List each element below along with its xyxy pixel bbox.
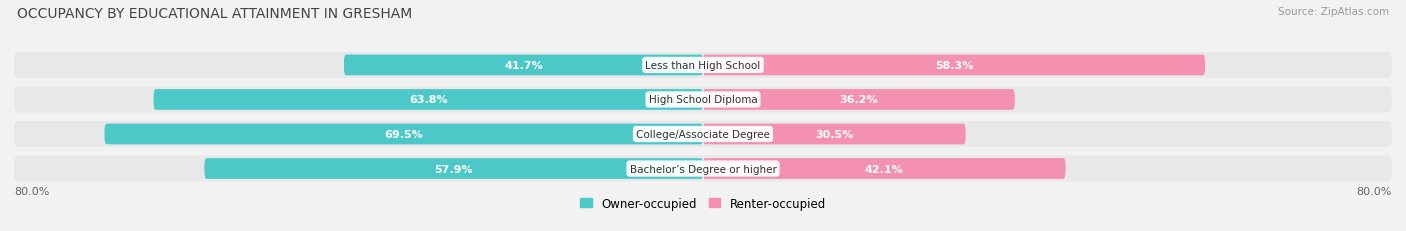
Text: 41.7%: 41.7% [505,61,543,71]
Text: High School Diploma: High School Diploma [648,95,758,105]
Text: College/Associate Degree: College/Associate Degree [636,129,770,139]
FancyBboxPatch shape [344,55,703,76]
FancyBboxPatch shape [14,87,1392,113]
FancyBboxPatch shape [104,124,703,145]
Text: Source: ZipAtlas.com: Source: ZipAtlas.com [1278,7,1389,17]
Text: 42.1%: 42.1% [865,164,904,174]
Text: 69.5%: 69.5% [384,129,423,139]
FancyBboxPatch shape [703,90,1015,110]
Text: OCCUPANCY BY EDUCATIONAL ATTAINMENT IN GRESHAM: OCCUPANCY BY EDUCATIONAL ATTAINMENT IN G… [17,7,412,21]
Text: Bachelor’s Degree or higher: Bachelor’s Degree or higher [630,164,776,174]
FancyBboxPatch shape [204,158,703,179]
FancyBboxPatch shape [703,124,966,145]
Text: 63.8%: 63.8% [409,95,447,105]
Text: 58.3%: 58.3% [935,61,973,71]
Text: 57.9%: 57.9% [434,164,472,174]
Legend: Owner-occupied, Renter-occupied: Owner-occupied, Renter-occupied [579,197,827,210]
FancyBboxPatch shape [14,122,1392,147]
FancyBboxPatch shape [703,158,1066,179]
Text: 30.5%: 30.5% [815,129,853,139]
Text: 80.0%: 80.0% [14,187,49,197]
FancyBboxPatch shape [153,90,703,110]
FancyBboxPatch shape [14,156,1392,182]
FancyBboxPatch shape [14,53,1392,79]
FancyBboxPatch shape [703,55,1205,76]
Text: Less than High School: Less than High School [645,61,761,71]
Text: 80.0%: 80.0% [1357,187,1392,197]
Text: 36.2%: 36.2% [839,95,879,105]
